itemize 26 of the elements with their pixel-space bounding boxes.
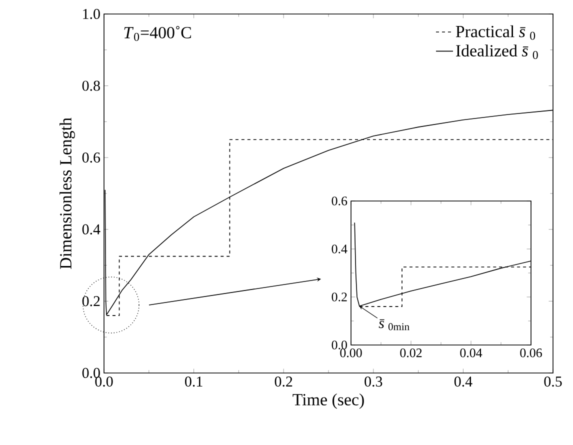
- x-tick-label: 0.0: [95, 376, 113, 387]
- annotation: s̄$_{0min}$: [378, 319, 410, 330]
- x-tick-label: 0.5: [544, 376, 562, 387]
- x-axis-title: Time (sec): [292, 393, 364, 409]
- y-tick-label: 0.2: [332, 292, 347, 302]
- x-tick-label: 0.04: [460, 348, 482, 358]
- x-tick-label: 0.02: [400, 348, 422, 358]
- y-tick-label: 0.0: [332, 340, 347, 350]
- x-tick-label: 0.00: [340, 348, 362, 358]
- x-tick-label: 0.1: [185, 376, 202, 387]
- y-tick-label: 0.2: [82, 296, 100, 306]
- y-tick-label: 0.6: [332, 196, 348, 206]
- x-tick-label: 0.3: [364, 376, 382, 387]
- y-tick-label: 1.0: [83, 8, 100, 20]
- legend-label: Practical s̄$_{0}$: [456, 25, 536, 40]
- x-tick-label: 0.06: [520, 348, 542, 358]
- y-tick-label: 0.4: [82, 224, 100, 234]
- y-tick-label: 0.0: [82, 368, 100, 378]
- annotation: T$_{0}$=400˚C: [124, 26, 191, 41]
- x-tick-label: 0.4: [454, 376, 472, 387]
- y-tick-label: 0.4: [332, 244, 348, 254]
- y-tick-label: 0.8: [82, 80, 100, 91]
- y-tick-label: 0.6: [82, 152, 100, 163]
- legend-label: Idealized s̄$_{0}$: [456, 44, 538, 60]
- x-tick-label: 0.2: [274, 376, 292, 387]
- y-axis-title: Dimensionless Length: [60, 118, 75, 269]
